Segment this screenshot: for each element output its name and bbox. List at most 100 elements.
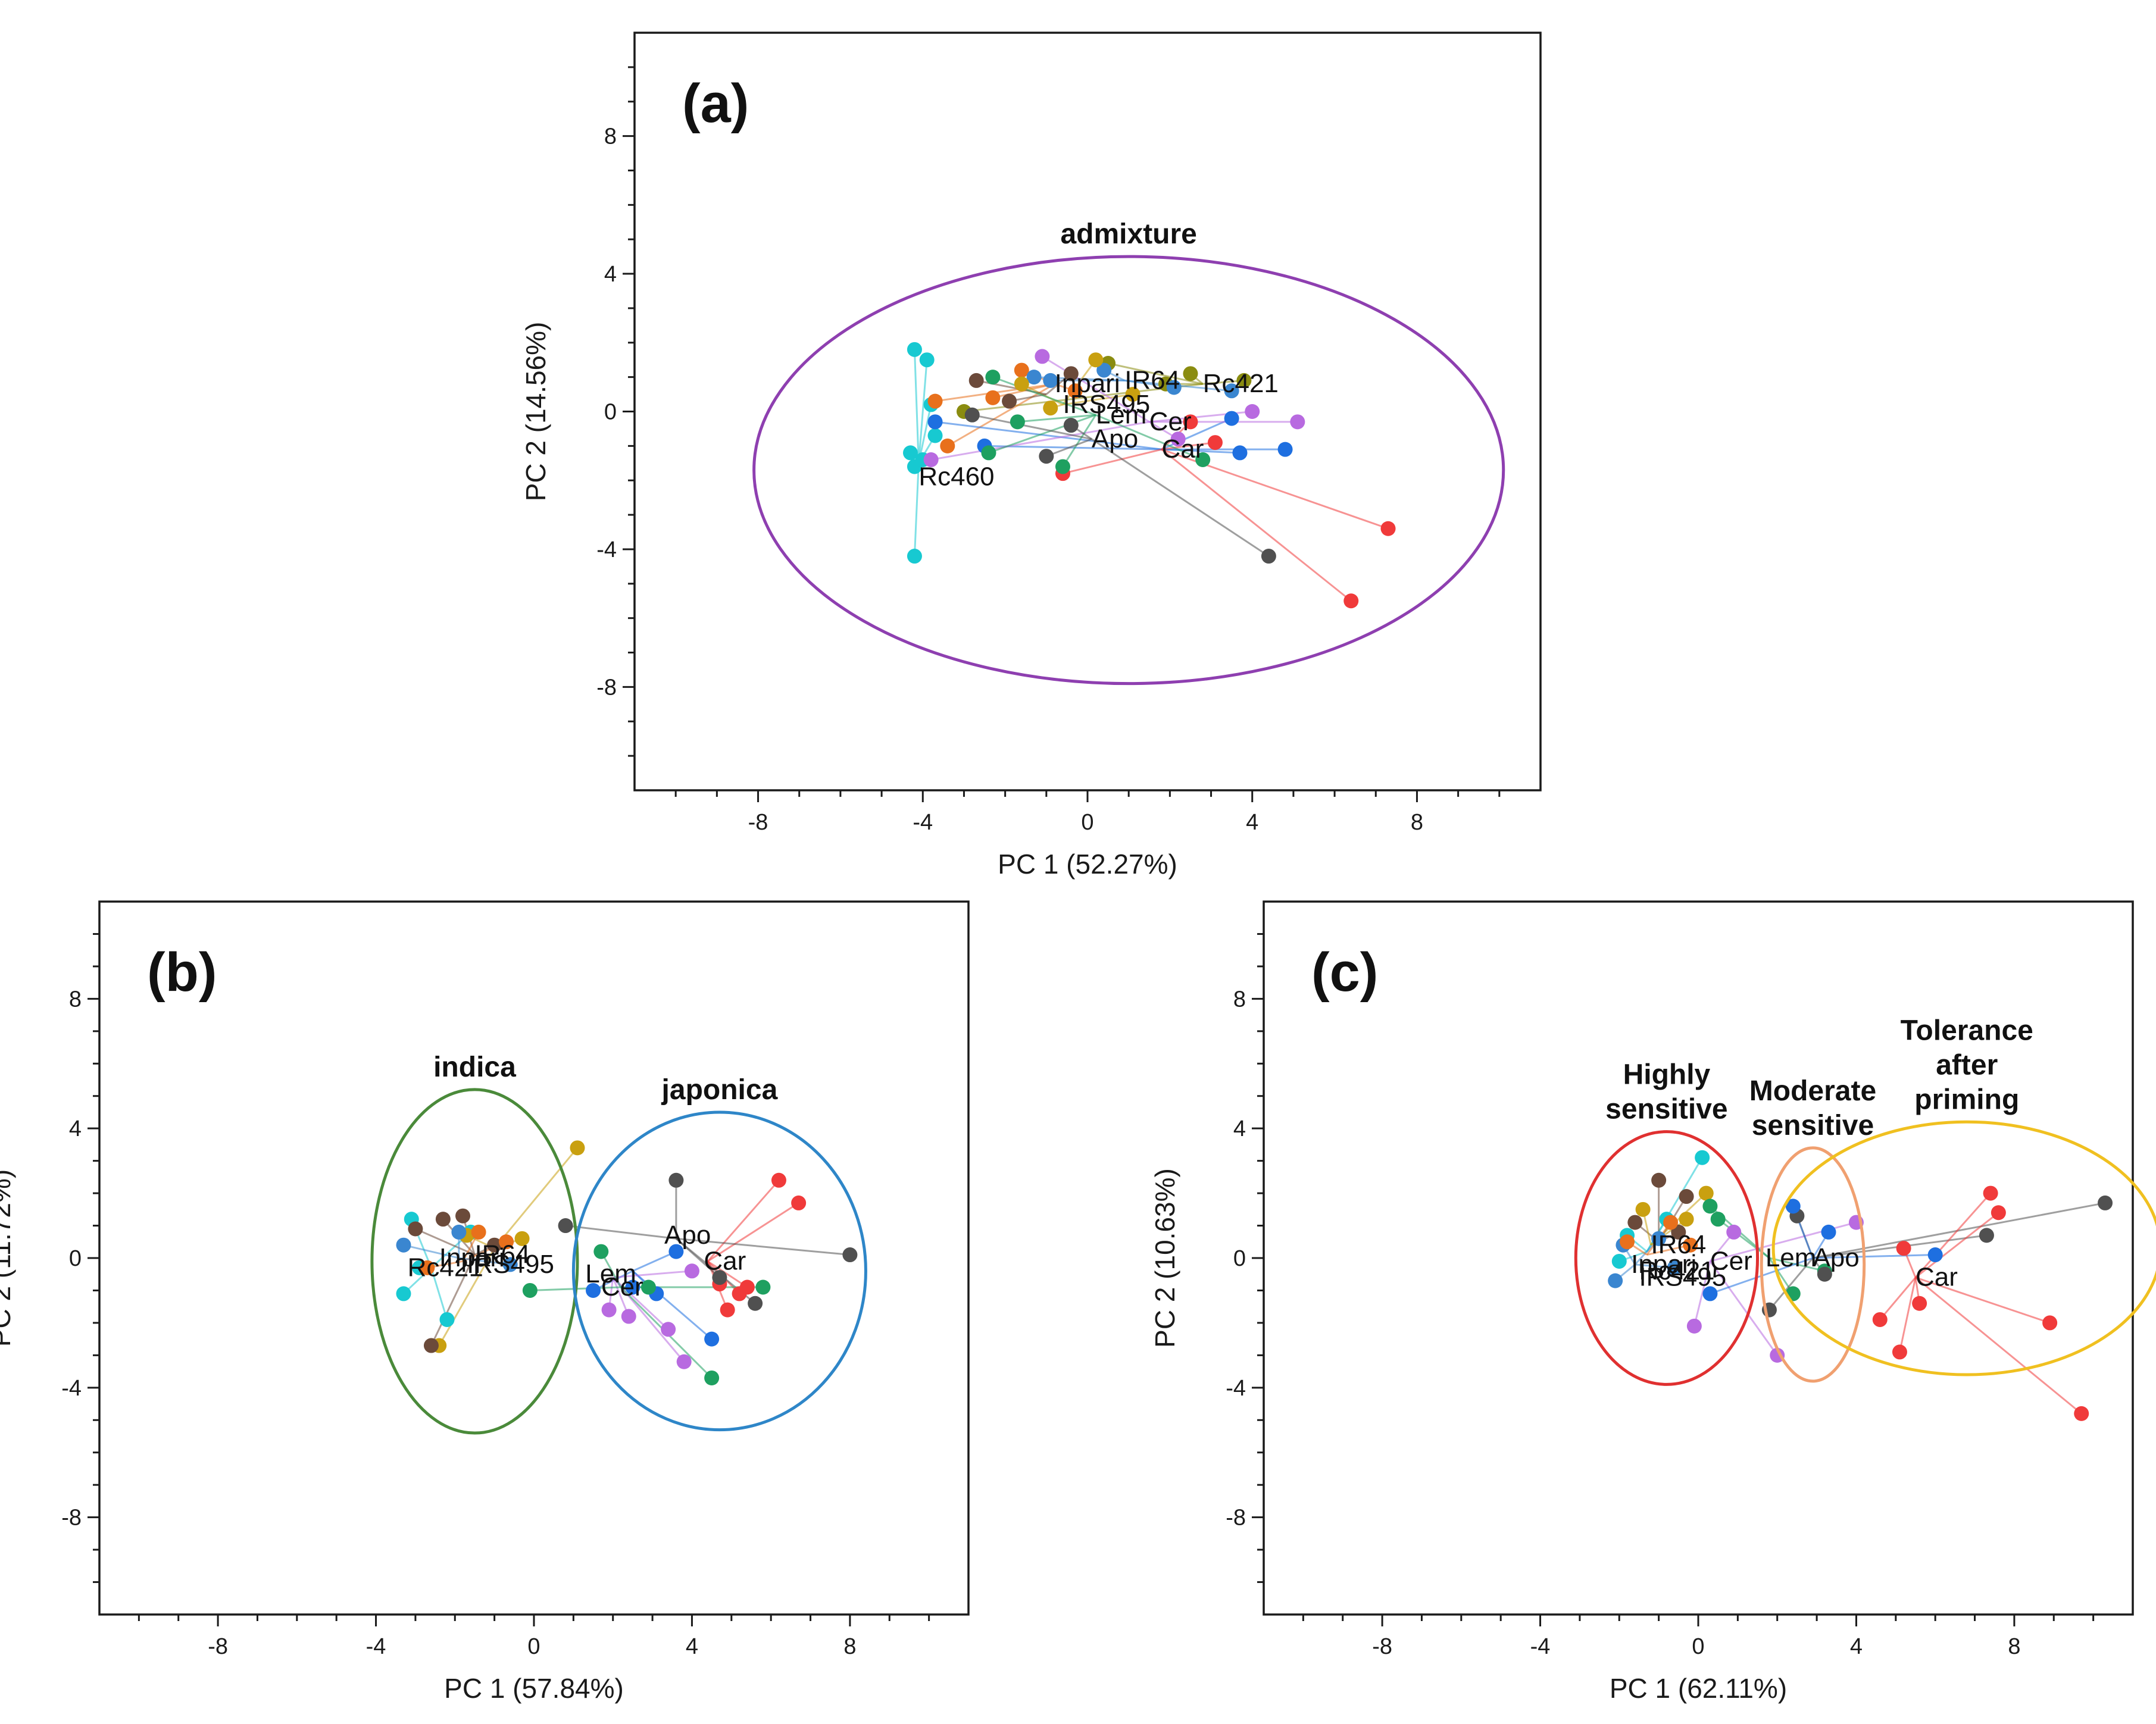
connector-line [1914,1193,1992,1278]
data-point [1785,1199,1801,1214]
data-point [1380,521,1396,536]
centroid-label: Car [1162,434,1204,464]
x-tick-label: 8 [1411,810,1423,835]
x-tick-label: 4 [1246,810,1258,835]
data-point [985,370,1001,385]
connector-line [493,1147,579,1249]
connector-line [1063,448,1162,475]
data-point [1991,1205,2006,1221]
data-point [1872,1312,1888,1327]
data-point [1679,1212,1694,1227]
data-point [2042,1315,2058,1331]
centroid-label: Lem [585,1259,636,1288]
connector-line [947,383,1055,447]
data-point [1912,1296,1927,1311]
data-point [661,1322,676,1337]
connector-line [1161,442,1216,450]
centroid-label: Car [704,1246,746,1275]
y-tick-label: -4 [61,1376,82,1401]
data-point [1667,1260,1682,1275]
data-point [1207,435,1223,450]
data-point [423,1338,439,1353]
data-point [570,1140,585,1156]
x-tick-label: 0 [527,1634,540,1659]
y-tick-label: 4 [69,1116,82,1141]
data-point [1663,1215,1679,1230]
series-9 [988,376,1204,467]
data-point [1002,393,1017,409]
data-point [502,1257,518,1272]
group-ellipse [1760,1146,1866,1383]
data-point [1635,1202,1651,1217]
data-point [1698,1185,1714,1201]
data-point [586,1282,601,1298]
connector-line [415,1228,476,1256]
data-point [1702,1286,1718,1301]
x-tick-label: 8 [843,1634,856,1659]
data-point [1043,401,1058,416]
data-point [907,549,922,564]
x-tick-label: -8 [1372,1634,1392,1659]
connector-line [1768,1257,1814,1311]
data-point [903,445,918,461]
data-point [1039,449,1054,464]
connector-line [1063,393,1133,406]
panel-label: (a) [682,73,749,134]
connector-line [935,421,1162,450]
connector-line [1042,355,1150,423]
data-point [1979,1228,1994,1243]
data-point [907,342,922,357]
connector-line [1769,1257,1825,1272]
connector-line [971,414,1092,440]
connector-line [1062,414,1097,467]
centroid-label: IRS495 [1639,1263,1726,1292]
data-point [771,1172,786,1188]
data-point [1055,459,1070,474]
group-label: indica [433,1052,516,1083]
connector-line [707,1260,748,1288]
data-point [487,1237,502,1253]
centroid-label: Cer [601,1272,643,1301]
data-point [2098,1195,2113,1210]
data-point [927,393,943,409]
connector-line [1062,359,1097,405]
x-tick-label: 0 [1081,810,1093,835]
data-point [1620,1234,1635,1250]
series-6 [935,417,1286,454]
data-point [1224,411,1239,426]
group-ellipse [571,1110,867,1432]
data-point [1183,414,1198,430]
group-label-line: Tolerance [1901,1015,2033,1046]
data-point [1236,373,1252,388]
connector-line [1108,362,1204,385]
data-point [1343,593,1359,609]
group-ellipse [752,255,1505,686]
data-point [1702,1199,1718,1214]
connector-line [458,1257,511,1266]
data-point [1232,445,1248,461]
connector-line [917,359,928,464]
data-point [1125,387,1141,402]
connector-line [632,1250,677,1272]
connector-line [1709,1260,1778,1356]
x-axis-title: PC 1 (57.84%) [444,1673,624,1704]
data-point [1611,1253,1627,1269]
data-point [601,1302,617,1318]
connector-line [913,463,920,556]
x-tick-label: 4 [1850,1634,1863,1659]
y-tick-label: 8 [69,987,82,1012]
group-label-line: sensitive [1752,1110,1874,1141]
centroid-label: Apo [664,1221,711,1250]
data-point [842,1247,858,1263]
data-point [1183,366,1198,381]
data-point [1608,1273,1623,1288]
data-point [1224,383,1239,399]
group-ellipse [1574,1130,1760,1386]
connector-line [1095,414,1204,461]
data-point [1245,404,1260,419]
centroid-label: Apo [1092,424,1138,453]
data-point [755,1279,771,1295]
group-ellipse [370,1088,579,1435]
data-point [621,1309,636,1324]
data-point [748,1296,763,1311]
